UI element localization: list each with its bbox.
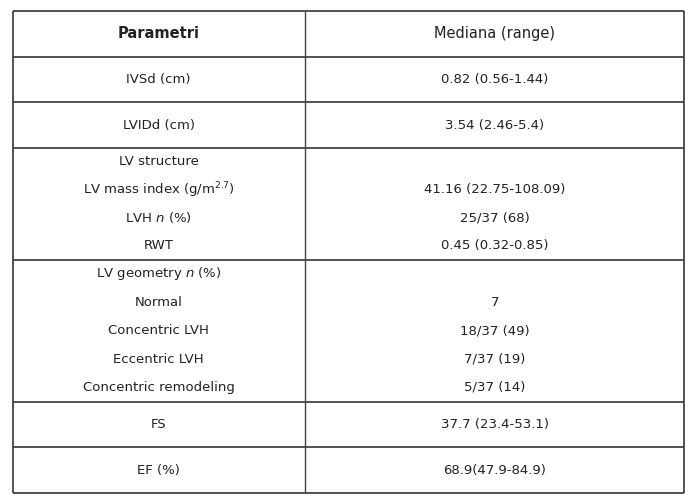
Text: IVSd (cm): IVSd (cm) [126,73,191,86]
Text: 7: 7 [491,296,499,309]
Text: Parametri: Parametri [118,26,199,41]
Text: LV geometry $\it{n}$ (%): LV geometry $\it{n}$ (%) [96,265,222,282]
Text: 37.7 (23.4-53.1): 37.7 (23.4-53.1) [441,418,549,431]
Text: LV structure: LV structure [118,155,199,168]
Text: Concentric LVH: Concentric LVH [108,324,209,337]
Text: RWT: RWT [144,239,174,252]
Text: Concentric remodeling: Concentric remodeling [83,381,235,394]
Text: LV mass index (g/m$^{2.7}$): LV mass index (g/m$^{2.7}$) [83,180,235,200]
Text: Eccentric LVH: Eccentric LVH [114,352,204,365]
Text: Normal: Normal [135,296,183,309]
Text: 41.16 (22.75-108.09): 41.16 (22.75-108.09) [424,183,565,197]
Text: 68.9(47.9-84.9): 68.9(47.9-84.9) [443,464,546,477]
Text: 0.45 (0.32-0.85): 0.45 (0.32-0.85) [441,239,549,252]
Text: 18/37 (49): 18/37 (49) [460,324,530,337]
Text: Mediana (range): Mediana (range) [434,26,555,41]
Text: 0.82 (0.56-1.44): 0.82 (0.56-1.44) [441,73,549,86]
Text: 25/37 (68): 25/37 (68) [460,211,530,224]
Text: LVH $\it{n}$ (%): LVH $\it{n}$ (%) [125,210,192,225]
Text: LVIDd (cm): LVIDd (cm) [123,119,194,132]
Text: 7/37 (19): 7/37 (19) [464,352,526,365]
Text: FS: FS [151,418,167,431]
Text: EF (%): EF (%) [137,464,180,477]
Text: 3.54 (2.46-5.4): 3.54 (2.46-5.4) [445,119,544,132]
Text: 5/37 (14): 5/37 (14) [464,381,526,394]
